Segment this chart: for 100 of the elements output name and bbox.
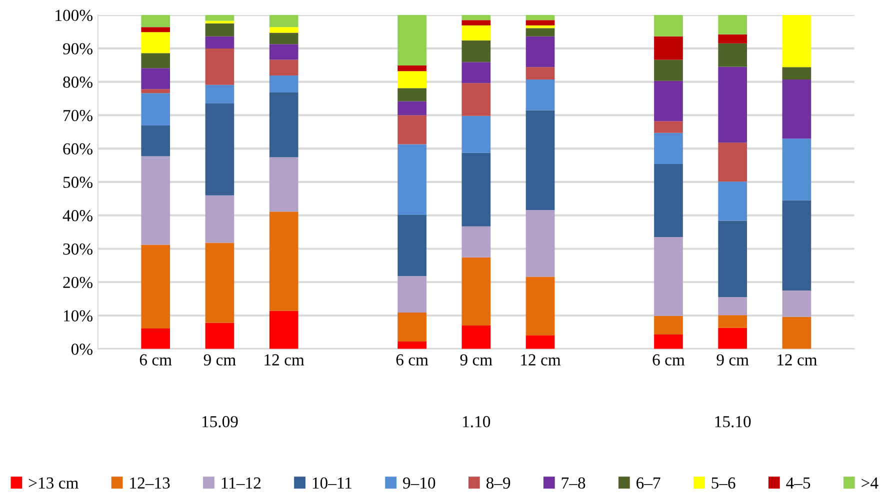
bar	[526, 36, 555, 68]
y-tick-label: 100%	[56, 10, 92, 22]
bar	[205, 36, 234, 48]
bar	[718, 182, 748, 221]
bar	[718, 220, 748, 298]
x-tick-label: 12 cm	[521, 354, 561, 366]
bar	[718, 297, 748, 316]
x-tick-label: 12 cm	[264, 354, 304, 366]
bar	[654, 334, 683, 349]
bar	[141, 328, 170, 349]
bar	[718, 315, 748, 328]
x-tick-label: 6 cm	[140, 354, 172, 366]
y-tick-label: 40%	[62, 210, 92, 222]
x-tick-label: 9 cm	[204, 354, 236, 366]
bar	[269, 75, 298, 93]
bar	[269, 27, 298, 33]
bar	[398, 312, 426, 342]
bar	[526, 15, 555, 20]
bar	[782, 138, 812, 200]
bar	[462, 15, 491, 20]
bar	[269, 32, 298, 44]
bar	[398, 342, 426, 349]
bar	[205, 84, 234, 104]
bar	[526, 79, 555, 110]
bar	[462, 20, 491, 26]
bar	[782, 67, 812, 80]
bar	[462, 25, 491, 40]
text: 15.09	[202, 416, 238, 428]
bar	[269, 310, 298, 349]
bar	[141, 89, 170, 94]
bar	[141, 244, 170, 329]
bar	[462, 152, 491, 226]
bar	[205, 322, 234, 349]
bar	[718, 43, 748, 67]
bar	[654, 60, 683, 81]
bar	[654, 237, 683, 316]
bar	[398, 101, 426, 116]
bar	[205, 20, 234, 24]
bar	[526, 67, 555, 80]
x-tick-label: 6 cm	[396, 354, 428, 366]
bar	[526, 25, 555, 28]
legend-label: 6–7	[636, 477, 660, 489]
y-tick-label: 50%	[63, 176, 92, 188]
bar	[398, 15, 426, 66]
legend-label: 7–8	[562, 477, 586, 489]
x-tick-label: 12 cm	[778, 354, 818, 366]
y-tick-label: 90%	[63, 43, 92, 54]
bar	[526, 28, 555, 36]
bar	[526, 210, 555, 277]
bar	[269, 212, 298, 311]
bar	[782, 290, 812, 317]
bar	[718, 142, 748, 182]
bar	[462, 62, 491, 84]
bar	[141, 53, 170, 68]
legend-label: 5–6	[712, 477, 736, 489]
bar	[782, 316, 812, 349]
bar	[269, 15, 298, 28]
bar	[718, 15, 748, 34]
bar	[205, 104, 234, 196]
legend-label: 8–9	[486, 477, 510, 489]
legend-label: 4–5	[786, 478, 810, 489]
bar	[269, 44, 298, 60]
y-tick-label: 80%	[63, 76, 92, 88]
text: 15.10	[715, 416, 751, 428]
y-tick-label: 0%	[71, 344, 92, 355]
bar	[269, 92, 298, 158]
bar	[141, 93, 170, 126]
bar	[462, 116, 491, 153]
bar	[654, 80, 683, 122]
bar	[782, 200, 812, 290]
x-tick-label: 9 cm	[460, 354, 492, 366]
y-tick-label: 60%	[63, 143, 92, 155]
bar	[462, 226, 491, 258]
bar	[526, 276, 555, 336]
y-tick-label: 30%	[63, 243, 92, 255]
y-tick-label: 70%	[64, 110, 92, 122]
legend-label: >4	[862, 478, 878, 488]
bar	[398, 215, 426, 276]
bar	[654, 15, 683, 36]
bar	[205, 15, 234, 21]
bar	[398, 65, 426, 72]
bar	[718, 328, 748, 349]
bar	[141, 156, 170, 245]
legend-label: 9–10	[403, 477, 436, 489]
bar	[526, 336, 555, 349]
bar	[654, 121, 683, 133]
bar	[398, 144, 426, 216]
bar	[141, 15, 170, 28]
bar	[462, 326, 491, 349]
bar	[269, 157, 298, 212]
bar	[782, 15, 812, 68]
bar	[462, 83, 491, 116]
bar	[205, 23, 234, 36]
bar	[205, 195, 234, 243]
bar	[654, 316, 683, 335]
bar	[141, 68, 170, 90]
bar	[718, 66, 748, 143]
bar	[654, 132, 683, 164]
bar	[141, 32, 170, 54]
bar	[398, 115, 426, 144]
